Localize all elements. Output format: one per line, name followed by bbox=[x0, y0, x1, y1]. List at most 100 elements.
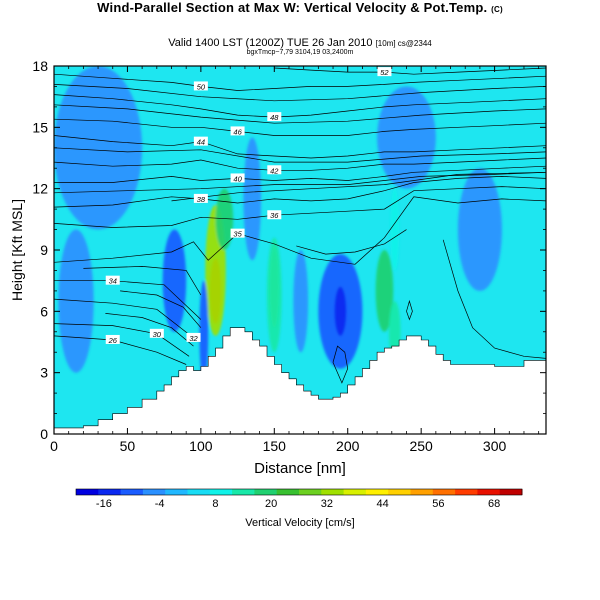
svg-text:42: 42 bbox=[270, 166, 279, 175]
x-tick-label: 150 bbox=[263, 438, 287, 454]
y-tick-label: 0 bbox=[40, 426, 48, 442]
colorbar-swatch bbox=[455, 489, 478, 495]
downdraft-13 bbox=[54, 66, 143, 230]
colorbar-swatch bbox=[232, 489, 255, 495]
theta-contour-extra-5 bbox=[105, 313, 194, 347]
theta-contour-36 bbox=[54, 186, 546, 228]
colorbar-tick-label: 68 bbox=[488, 498, 500, 510]
svg-text:48: 48 bbox=[270, 113, 279, 122]
plot-area: 26 30 32 34 35 36 38 40 42 44 46 48 50 52 bbox=[54, 66, 546, 434]
downdraft-14 bbox=[58, 229, 94, 373]
x-axis-label: Distance [nm] bbox=[254, 460, 346, 477]
theta-label-26: 26 bbox=[105, 334, 120, 345]
x-tick-label: 200 bbox=[336, 438, 360, 454]
x-tick-label: 50 bbox=[120, 438, 136, 454]
chart-subtitle-note: [10m] cs@2344 bbox=[375, 39, 432, 48]
theta-contour-extra-6 bbox=[120, 290, 202, 328]
theta-contour-48 bbox=[54, 94, 546, 118]
x-tick-label: 0 bbox=[50, 438, 58, 454]
colorbar-tick-label: 44 bbox=[377, 498, 389, 510]
theta-contour-extra-1 bbox=[54, 171, 546, 194]
x-tick-label: 100 bbox=[189, 438, 213, 454]
downdraft-15 bbox=[243, 137, 262, 261]
colorbar-swatch bbox=[299, 489, 322, 495]
theta-contour-35 bbox=[54, 196, 546, 265]
x-tick-label: 250 bbox=[409, 438, 433, 454]
chart-subtitle: Valid 1400 LST (1200Z) TUE 26 Jan 2010 [… bbox=[0, 37, 600, 49]
theta-contour-26 bbox=[54, 335, 187, 365]
colorbar-swatch bbox=[365, 489, 389, 495]
svg-text:34: 34 bbox=[109, 277, 117, 286]
theta-contour-40 bbox=[54, 165, 546, 183]
y-tick-label: 3 bbox=[40, 365, 48, 381]
updraft-2 bbox=[215, 188, 234, 250]
theta-contour-extra-4 bbox=[54, 84, 546, 102]
theta-label-50: 50 bbox=[193, 81, 208, 91]
svg-text:38: 38 bbox=[197, 195, 206, 204]
theta-contour-extra-11 bbox=[332, 345, 349, 384]
colorbar-swatch bbox=[142, 489, 166, 495]
svg-text:32: 32 bbox=[189, 334, 198, 343]
theta-label-46: 46 bbox=[230, 126, 245, 136]
theta-contour-extra-3 bbox=[54, 104, 546, 124]
colorbar-swatch bbox=[410, 489, 434, 495]
colorbar-tick-label: -16 bbox=[96, 498, 112, 510]
downdraft-9 bbox=[334, 286, 347, 336]
theta-contour-32 bbox=[54, 298, 194, 339]
terrain-mask bbox=[54, 327, 546, 434]
theta-contour-50 bbox=[54, 73, 546, 91]
downdraft-16 bbox=[457, 168, 502, 291]
y-tick-label: 18 bbox=[32, 58, 48, 74]
y-tick-label: 6 bbox=[40, 303, 48, 319]
theta-contour-38 bbox=[54, 176, 546, 208]
theta-label-35: 35 bbox=[230, 228, 245, 239]
theta-label-36: 36 bbox=[267, 210, 282, 220]
downdraft-10 bbox=[293, 250, 309, 353]
colorbar-label: Vertical Velocity [cm/s] bbox=[245, 517, 355, 529]
svg-text:26: 26 bbox=[108, 336, 118, 345]
colorbar-swatch bbox=[432, 489, 456, 495]
theta-contour-extra-0 bbox=[171, 171, 546, 202]
theta-label-34: 34 bbox=[105, 275, 120, 286]
colorbar-swatch bbox=[276, 489, 300, 495]
colorbar-tick-label: -4 bbox=[155, 498, 165, 510]
theta-contour-46 bbox=[54, 118, 546, 136]
theta-label-42: 42 bbox=[267, 165, 282, 175]
theta-label-30: 30 bbox=[149, 328, 164, 339]
theta-contour-42 bbox=[54, 157, 546, 171]
theta-label-44: 44 bbox=[193, 136, 208, 147]
theta-label-48: 48 bbox=[267, 112, 282, 122]
colorbar-swatch bbox=[187, 489, 211, 495]
colorbar-swatch bbox=[477, 489, 501, 495]
theta-contour-extra-10 bbox=[406, 299, 413, 321]
svg-text:40: 40 bbox=[233, 174, 242, 183]
theta-label-32: 32 bbox=[186, 332, 201, 343]
colorbar-tick-label: 56 bbox=[432, 498, 444, 510]
colorbar-swatch bbox=[499, 489, 523, 495]
chart-title: Wind-Parallel Section at Max W: Vertical… bbox=[0, 0, 600, 15]
theta-label-40: 40 bbox=[230, 173, 245, 183]
colorbar-swatch bbox=[388, 489, 411, 495]
colorbar-swatch bbox=[343, 489, 367, 495]
theta-contour-labels: 26 30 32 34 35 36 38 40 42 44 46 48 50 52 bbox=[105, 67, 392, 345]
y-axis-label: Height [Kft MSL] bbox=[9, 199, 25, 301]
chart-subtitle-text: Valid 1400 LST (1200Z) TUE 26 Jan 2010 bbox=[168, 37, 373, 49]
theta-contour-extra-2 bbox=[54, 147, 546, 163]
colorbar-tick-label: 8 bbox=[212, 498, 218, 510]
downdraft-12 bbox=[199, 280, 209, 383]
colorbar-swatch bbox=[209, 489, 233, 495]
colorbar-swatch bbox=[165, 489, 188, 495]
updraft-7 bbox=[390, 188, 400, 271]
theta-contour-extra-7 bbox=[83, 266, 202, 296]
colorbar-tick-label: 32 bbox=[321, 498, 333, 510]
theta-label-52: 52 bbox=[377, 67, 392, 77]
svg-text:35: 35 bbox=[233, 230, 242, 239]
downdraft-17 bbox=[377, 86, 436, 189]
theta-contours bbox=[54, 67, 546, 384]
y-tick-label: 9 bbox=[40, 242, 48, 258]
colorbar: -16 -4 8 20 32 44 56 68 bbox=[75, 488, 523, 510]
chart-title-text: Wind-Parallel Section at Max W: Vertical… bbox=[97, 0, 488, 15]
y-tick-label: 12 bbox=[32, 181, 48, 197]
